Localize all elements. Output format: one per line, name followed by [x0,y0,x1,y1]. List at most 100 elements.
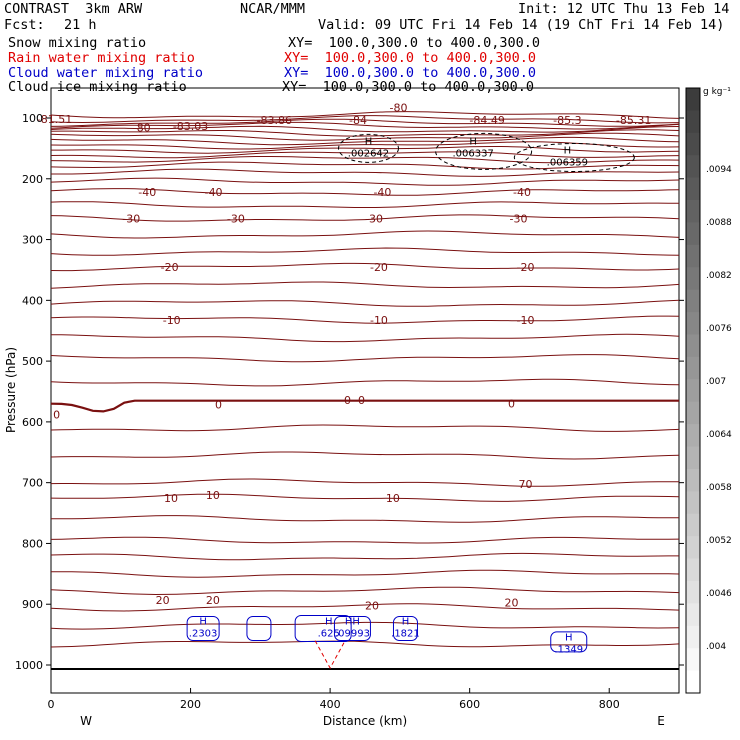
isotherm-label: 10 [164,492,178,505]
maximum-value: .002642 [348,148,389,159]
colorbar-swatch [686,446,700,470]
colorbar-swatch [686,491,700,515]
fcst-value: 21 h [64,17,97,33]
isotherm-label: -40 [205,186,223,199]
isotherm-label: -40 [138,186,156,199]
colorbar-swatch [686,289,700,313]
colorbar-tick-label: .0088 [706,218,732,228]
isotherm-line [50,621,680,630]
cloud-ice-contour [337,133,399,163]
isotherm-line [50,586,680,596]
x-axis-title: Distance (km) [323,714,407,728]
valid-time: Valid: 09 UTC Fri 14 Feb 14 (19 ChT Fri … [318,17,725,33]
colorbar-tick-label: .007 [706,377,726,387]
isotherm-label: 10 [206,489,220,502]
colorbar-frame [685,87,701,694]
isotherm-label: -20 [370,261,388,274]
isotherm-line [50,262,680,272]
colorbar-swatch [686,558,700,582]
isotherm-label: 0 [53,409,60,422]
colorbar-swatch [686,536,700,560]
isotherm-label: 10 [386,492,400,505]
isotherm-line [50,247,680,256]
cloud-water-contour [294,615,352,643]
isotherm-line [50,451,680,460]
colorbar-swatch [686,356,700,380]
y-tick-label: 100 [22,112,43,125]
isotherm-line [50,552,679,561]
isotherm-line [50,177,680,186]
isotherm-label: -30 [510,212,528,225]
isotherm-line [50,129,680,137]
isotherm-label: -80 [133,122,151,135]
isotherm-line [50,315,680,324]
isotherm-line [50,121,680,130]
isotherm-line [50,125,680,133]
isotherm-label: -81.51 [37,113,72,126]
y-tick-label: 900 [22,598,43,611]
legend-xy-rain: XY= 100.0,300.0 to 400.0,300.0 [284,50,536,66]
isotherm-label: 70 [518,478,532,491]
isotherm-line [50,132,680,141]
isotherm-label: 20 [156,594,170,607]
maximum-value: .625 [318,629,340,640]
y-tick-label: 500 [22,355,43,368]
colorbar-swatch [686,334,700,358]
colorbar-swatch [686,177,700,201]
isotherm-line [50,111,680,119]
cloud-ice-contour [513,143,635,173]
colorbar-swatch [686,648,700,672]
cloud-water-contour [333,616,371,642]
maximum-value: .006337 [452,148,493,159]
colorbar-swatch [686,222,700,246]
isotherm-line [50,603,680,612]
isotherm-label: -85.31 [616,114,651,127]
cloud-water-contour [392,616,418,642]
isotherm-line [51,146,680,154]
legend-xy-cloud-water: XY= 100.0,300.0 to 400.0,300.0 [284,65,536,81]
colorbar-swatch [686,110,700,134]
isotherm-line [50,354,680,363]
colorbar-swatch [686,580,700,604]
maximum-marker: H [402,617,410,628]
maximum-value: .09993 [335,629,370,640]
colorbar-tick-label: .0076 [706,324,732,334]
maximum-marker: H [469,136,477,147]
isotherm-line [50,493,680,502]
y-tick-label: 800 [22,537,43,550]
colorbar-tick-label: .0058 [706,483,732,493]
maximum-marker: H [199,617,207,628]
rain-water-contour [314,640,346,670]
maximum-value: .1821 [391,629,420,640]
isotherm-label: 20 [365,599,379,612]
isotherm-label: -30 [365,212,383,225]
isotherm-line [50,424,680,432]
isotherm-line [50,478,680,487]
x-tick-label: 800 [599,698,620,711]
isotherm-line [50,201,680,208]
colorbar-swatch [686,603,700,627]
y-tick-label: 700 [22,477,43,490]
maximum-value: .006359 [547,158,588,169]
init-time: Init: 12 UTC Thu 13 Feb 14 [518,1,730,17]
isotherm-line [50,188,680,196]
maximum-marker: H [325,617,333,628]
isotherm-line [50,230,680,239]
colorbar-tick-label: .0082 [706,271,732,281]
x-axis-west-label: W [80,714,92,728]
colorbar-swatch [686,513,700,537]
plot-frame [50,87,680,694]
isotherm-line [50,115,680,124]
isotherm-label: -80 [390,102,408,115]
colorbar-unit: g kg⁻¹ [703,87,731,97]
legend-name-snow: Snow mixing ratio [8,35,147,51]
y-tick-label: 600 [22,416,43,429]
colorbar-swatch [686,424,700,448]
isotherm-line [50,214,680,222]
colorbar-swatch [686,88,700,111]
isotherm-label: -20 [161,261,179,274]
y-tick-label: 400 [22,294,43,307]
y-tick-label: 300 [22,234,43,247]
colorbar-tick-label: .0064 [706,430,732,440]
